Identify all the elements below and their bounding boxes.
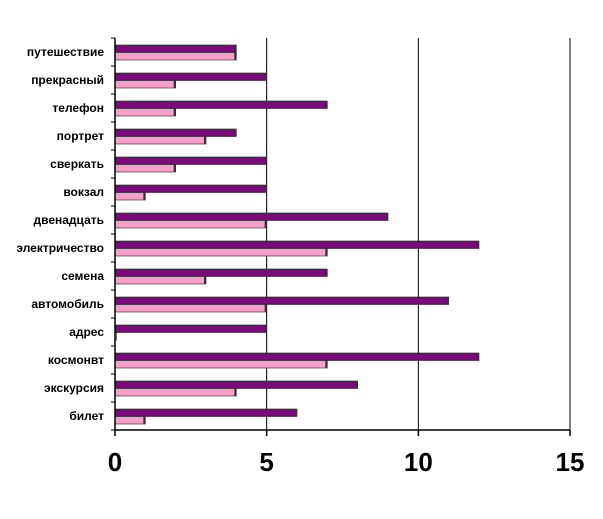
category-label: космонвт	[48, 353, 104, 367]
bar-end-shade	[386, 213, 388, 221]
bar-end-shade	[173, 108, 176, 116]
bar-end-shade	[204, 136, 206, 144]
bar-series-2	[114, 136, 207, 145]
bar-end-shade	[264, 325, 267, 333]
bar-end-shade	[264, 73, 267, 81]
bar-series-1	[114, 156, 267, 165]
axes	[111, 37, 571, 436]
bars	[114, 44, 480, 425]
category-label: двенадцать	[34, 213, 105, 227]
category-label: адрес	[69, 325, 104, 339]
bar-series-1	[114, 324, 267, 333]
bar-series-1	[114, 212, 389, 221]
bar-series-2	[114, 80, 176, 89]
bar-end-shade	[325, 248, 328, 256]
bar-end-shade	[477, 241, 479, 249]
bar-end-shade	[477, 353, 479, 361]
bar-end-shade	[143, 192, 146, 200]
category-label: электричество	[16, 241, 104, 255]
bar-series-2	[114, 192, 146, 201]
x-tick-labels: 0 5 10 15	[108, 447, 585, 477]
x-tick-label: 15	[556, 447, 585, 477]
bar-series-2	[114, 164, 176, 173]
category-labels: путешествие прекрасный телефон портрет сверк…	[16, 45, 104, 423]
bar-end-shade	[173, 80, 176, 88]
bar-end-shade	[234, 52, 237, 60]
bar-series-1	[114, 408, 298, 417]
x-tick-label: 0	[108, 447, 122, 477]
bar-series-2	[114, 360, 328, 369]
bar-end-shade	[325, 360, 328, 368]
category-label: вокзал	[63, 185, 104, 199]
bar-series-1	[114, 240, 480, 249]
bar-end-shade	[264, 157, 267, 165]
bar-end-shade	[204, 276, 206, 284]
bar-series-1	[114, 44, 237, 53]
bar-end-shade	[264, 185, 267, 193]
bar-end-shade	[143, 416, 146, 424]
bar-series-1	[114, 100, 328, 109]
bar-end-shade	[234, 388, 237, 396]
bar-series-1	[114, 72, 267, 81]
gridlines	[266, 38, 571, 430]
bar-end-shade	[355, 381, 358, 389]
x-tick-label: 10	[404, 447, 433, 477]
bar-end-shade	[264, 304, 267, 312]
bar-series-1	[114, 128, 237, 137]
category-label: портрет	[57, 129, 104, 143]
bar-end-shade	[264, 220, 267, 228]
bar-series-2	[114, 220, 267, 229]
category-label: билет	[69, 409, 104, 423]
bar-series-1	[114, 184, 267, 193]
category-label: семена	[61, 269, 104, 283]
bar-series-2	[114, 416, 146, 425]
bar-series-1	[114, 380, 358, 389]
bar-series-1	[114, 268, 328, 277]
bar-end-shade	[446, 297, 449, 305]
x-tick-label: 5	[259, 447, 273, 477]
bar-series-2	[114, 52, 237, 61]
bar-end-shade	[173, 164, 176, 172]
bar-series-2	[114, 304, 267, 313]
category-label: сверкать	[50, 157, 104, 171]
bar-series-2	[114, 388, 237, 397]
category-label: путешествие	[27, 45, 104, 59]
category-label: прекрасный	[31, 73, 104, 87]
category-label: телефон	[52, 101, 104, 115]
bar-end-shade	[325, 269, 328, 277]
category-label: автомобиль	[31, 297, 104, 311]
bar-end-shade	[234, 129, 237, 137]
bar-end-shade	[234, 45, 237, 53]
bar-series-1	[114, 296, 449, 305]
category-label: экскурсия	[44, 381, 104, 395]
bar-end-shade	[325, 101, 328, 109]
bar-series-1	[114, 352, 480, 361]
bar-series-2	[114, 276, 207, 285]
bar-series-2	[114, 108, 176, 117]
bar-series-2	[114, 248, 328, 257]
bar-end-shade	[295, 409, 297, 417]
